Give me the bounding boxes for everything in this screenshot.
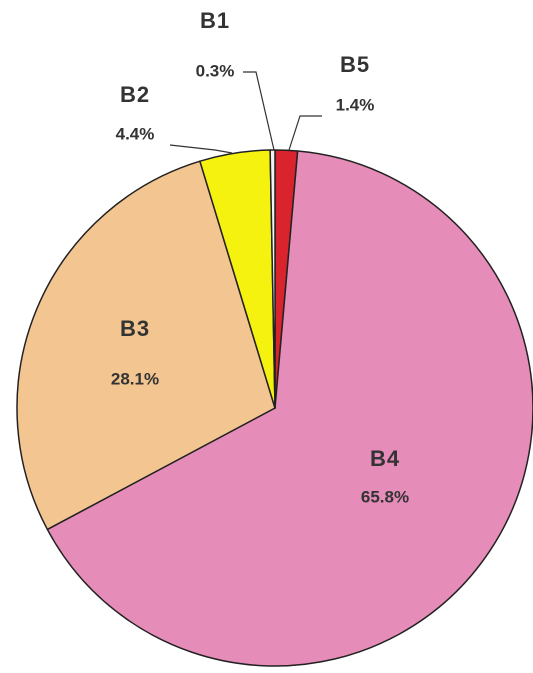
slice-name: B4 [370, 446, 400, 471]
slice-value-label: 4.4% [116, 124, 155, 143]
pie-slice [46, 150, 533, 667]
leader-line [243, 71, 275, 151]
pie-slice [16, 160, 276, 531]
leader-line [169, 144, 233, 154]
leader-line [288, 115, 322, 151]
slice-value-label: 65.8% [361, 487, 409, 506]
slice-value-label: 1.4% [336, 95, 375, 114]
slice-name: B5 [340, 52, 370, 77]
slice-value-label: 28.1% [111, 369, 159, 388]
slice-name: B3 [120, 316, 150, 341]
pie-slice [269, 149, 276, 409]
slice-name: B2 [120, 82, 150, 107]
slice-name: B1 [200, 8, 230, 33]
slice-value-label: 0.3% [196, 61, 235, 80]
